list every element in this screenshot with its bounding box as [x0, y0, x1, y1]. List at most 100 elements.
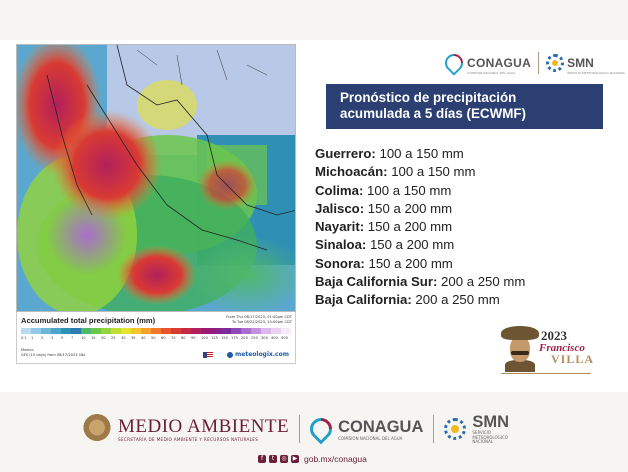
legend-tick-label: 20 [101, 336, 106, 340]
legend-tick-label: 7 [71, 336, 74, 340]
legend-swatch [61, 328, 71, 334]
legend-tick-label: 300 [261, 336, 268, 340]
forecast-range: 150 a 200 mm [364, 219, 453, 235]
emblem-underline [501, 373, 591, 374]
emblem-name-first: Francisco [539, 342, 585, 354]
social-links: f t ◎ ▶ gob.mx/conagua [258, 454, 367, 464]
legend-swatch [231, 328, 241, 334]
footer-smn-label: SMN [472, 413, 510, 432]
legend-tick-label: 90 [191, 336, 196, 340]
legend-tick-label: 25 [111, 336, 116, 340]
map-graphic [17, 45, 295, 311]
legend-footer-line-1: Mexico [21, 348, 34, 352]
footer-smn-gear-icon [444, 418, 467, 440]
legend-swatch [161, 328, 171, 334]
forecast-row: Sinaloa: 150 a 200 mm [315, 236, 615, 254]
legend-dates: From Thu 08/17/2023, 01:00pm CDT To Tue … [226, 315, 292, 324]
footer-logos: MEDIO AMBIENTE SECRETARÍA DE MEDIO AMBIE… [82, 412, 509, 446]
legend-ticks: 0.1 1 2 3 5 7 10 15 20 25 30 35 40 50 60 70 80 90 100 125 15… [21, 336, 291, 340]
medio-ambiente-logo: MEDIO AMBIENTE SECRETARÍA DE MEDIO AMBIE… [118, 416, 289, 442]
forecast-title-box: Pronóstico de precipitación acumulada a … [326, 84, 603, 129]
legend-swatch [51, 328, 61, 334]
legend-footer-line-2: GFS (15 days) from 08/17/2023 18z [21, 353, 86, 357]
header-conagua-label: CONAGUA [467, 55, 532, 70]
forecast-range: 150 a 200 mm [366, 237, 455, 253]
forecast-state: Baja California Sur: [315, 274, 438, 290]
twitter-icon[interactable]: t [269, 455, 277, 463]
forecast-state: Guerrero: [315, 146, 376, 161]
legend-tick-label: 100 [201, 336, 208, 340]
legend-swatch [191, 328, 201, 334]
facebook-icon[interactable]: f [258, 455, 266, 463]
footer-conagua-logo: CONAGUA COMISIÓN NACIONAL DEL AGUA [305, 413, 424, 445]
header-divider [538, 52, 540, 74]
legend-tick-label: 15 [91, 336, 96, 340]
us-flag-icon [203, 351, 213, 358]
legend-tick-label: 60 [161, 336, 166, 340]
legend-color-bar [21, 328, 291, 334]
header-smn-logo: SMN SERVICIO METEOROLÓGICO NACIONAL [546, 52, 625, 75]
header-conagua-logo: CONAGUA COMISIÓN NACIONAL DEL AGUA [441, 50, 532, 76]
forecast-row: Jalisco: 150 a 200 mm [315, 200, 615, 218]
forecast-row: Michoacán: 100 a 150 mm [315, 163, 615, 181]
legend-tick-label: 2 [41, 336, 44, 340]
legend-swatch [201, 328, 211, 334]
meteologix-logo-icon [227, 351, 233, 358]
map-legend: Accumulated total precipitation (mm) Fro… [16, 312, 296, 364]
footer: MEDIO AMBIENTE SECRETARÍA DE MEDIO AMBIE… [0, 392, 628, 472]
forecast-state: Baja California: [315, 292, 412, 308]
legend-swatch [31, 328, 41, 334]
instagram-icon[interactable]: ◎ [280, 455, 288, 463]
legend-swatch [141, 328, 151, 334]
footer-conagua-sub: COMISIÓN NACIONAL DEL AGUA [338, 435, 403, 441]
forecast-range: 200 a 250 mm [411, 292, 500, 308]
forecast-list: Guerrero: 100 a 150 mm Michoacán: 100 a 1… [315, 145, 615, 310]
legend-swatch [21, 328, 31, 334]
legend-tick-label: 125 [211, 336, 218, 340]
legend-brand: meteologix.com [203, 351, 289, 358]
legend-swatch [261, 328, 271, 334]
forecast-state: Michoacán: [315, 164, 388, 180]
mexico-eagle-seal-icon [82, 414, 112, 444]
legend-swatch [181, 328, 191, 334]
legend-swatch [171, 328, 181, 334]
legend-tick-label: 400 [271, 336, 278, 340]
gob-url-link[interactable]: gob.mx/conagua [304, 454, 367, 464]
legend-tick-label: 200 [241, 336, 248, 340]
footer-smn-logo: SMN SERVICIO METEOROLÓGICO NACIONAL [444, 413, 509, 445]
legend-tick-label: 500 [281, 336, 288, 340]
legend-brand-label: meteologix.com [235, 351, 289, 358]
legend-tick-label: 5 [61, 336, 64, 340]
forecast-range: 100 a 150 mm [375, 146, 464, 161]
footer-divider-2 [433, 415, 435, 443]
youtube-icon[interactable]: ▶ [291, 455, 299, 463]
precipitation-map [16, 44, 296, 312]
forecast-state: Sinaloa: [315, 237, 367, 253]
forecast-range: 150 a 200 mm [364, 255, 453, 271]
footer-smn-sub-3: NACIONAL [472, 439, 494, 445]
legend-tick-label: 40 [141, 336, 146, 340]
legend-date-from: From Thu 08/17/2023, 01:00pm CDT [226, 315, 292, 319]
forecast-state: Nayarit: [315, 219, 365, 235]
footer-conagua-label: CONAGUA [338, 417, 424, 436]
legend-tick-label: 50 [151, 336, 156, 340]
title-line-1: Pronóstico de precipitación [340, 90, 517, 105]
legend-swatch [71, 328, 81, 334]
legend-swatch [81, 328, 91, 334]
medio-ambiente-sub: SECRETARÍA DE MEDIO AMBIENTE Y RECURSOS … [118, 436, 259, 442]
header-conagua-sub: COMISIÓN NACIONAL DEL AGUA [467, 70, 516, 75]
forecast-state: Jalisco: [315, 200, 365, 216]
forecast-row: Nayarit: 150 a 200 mm [315, 218, 615, 236]
legend-tick-label: 250 [251, 336, 258, 340]
legend-swatch [101, 328, 111, 334]
forecast-range: 100 a 150 mm [363, 182, 452, 198]
forecast-row: Sonora: 150 a 200 mm [315, 255, 615, 273]
legend-tick-label: 35 [131, 336, 136, 340]
legend-swatch [151, 328, 161, 334]
emblem-year: 2023 [541, 328, 567, 343]
forecast-row: Colima: 100 a 150 mm [315, 182, 615, 200]
legend-swatch [111, 328, 121, 334]
francisco-villa-emblem: 2023 Francisco VILLA [497, 324, 597, 378]
legend-swatch [241, 328, 251, 334]
